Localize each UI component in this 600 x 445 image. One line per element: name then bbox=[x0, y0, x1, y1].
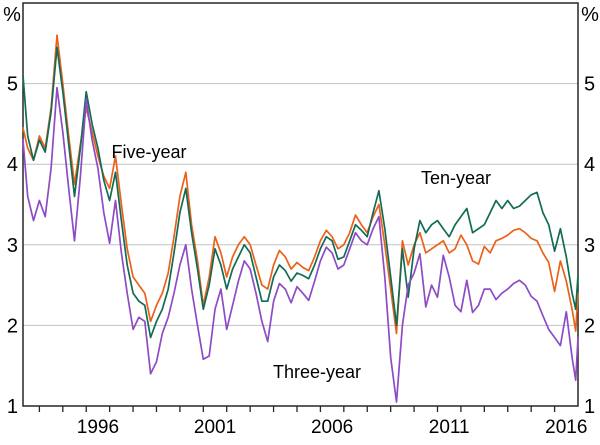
y-axis-label-left-3: 3 bbox=[7, 235, 18, 257]
series-label-five-year: Five-year bbox=[111, 142, 186, 162]
series-line-five-year bbox=[22, 34, 579, 335]
x-axis-label-2016: 2016 bbox=[545, 417, 587, 438]
x-axis-label-2006: 2006 bbox=[311, 417, 353, 438]
plot-border bbox=[22, 2, 579, 407]
y-axis-label-right-2: 2 bbox=[584, 315, 595, 337]
series-line-ten-year bbox=[22, 46, 579, 339]
series-label-ten-year: Ten-year bbox=[421, 168, 491, 188]
y-axis-label-right-5: 5 bbox=[584, 74, 595, 96]
y-axis-label-left-5: 5 bbox=[7, 74, 18, 96]
y-axis-label-left-4: 4 bbox=[7, 154, 18, 176]
y-axis-label-right-1: 1 bbox=[584, 396, 595, 418]
y-axis-label-left-2: 2 bbox=[7, 315, 18, 337]
x-axis-label-2001: 2001 bbox=[194, 417, 236, 438]
y-axis-label-left-1: 1 bbox=[7, 396, 18, 418]
y-axis-label-right-3: 3 bbox=[584, 235, 595, 257]
series-line-three-year bbox=[22, 86, 579, 403]
y-axis-label-right-4: 4 bbox=[584, 154, 595, 176]
percent-symbol-left: % bbox=[3, 4, 21, 26]
x-axis-label-2011: 2011 bbox=[429, 417, 470, 438]
percent-symbol-right: % bbox=[581, 4, 599, 26]
series-label-three-year: Three-year bbox=[273, 362, 361, 382]
x-axis-label-1996: 1996 bbox=[77, 417, 119, 438]
